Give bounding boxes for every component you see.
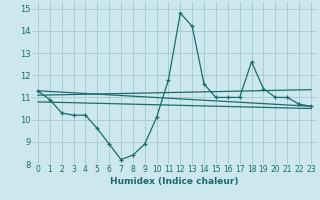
X-axis label: Humidex (Indice chaleur): Humidex (Indice chaleur) — [110, 177, 239, 186]
